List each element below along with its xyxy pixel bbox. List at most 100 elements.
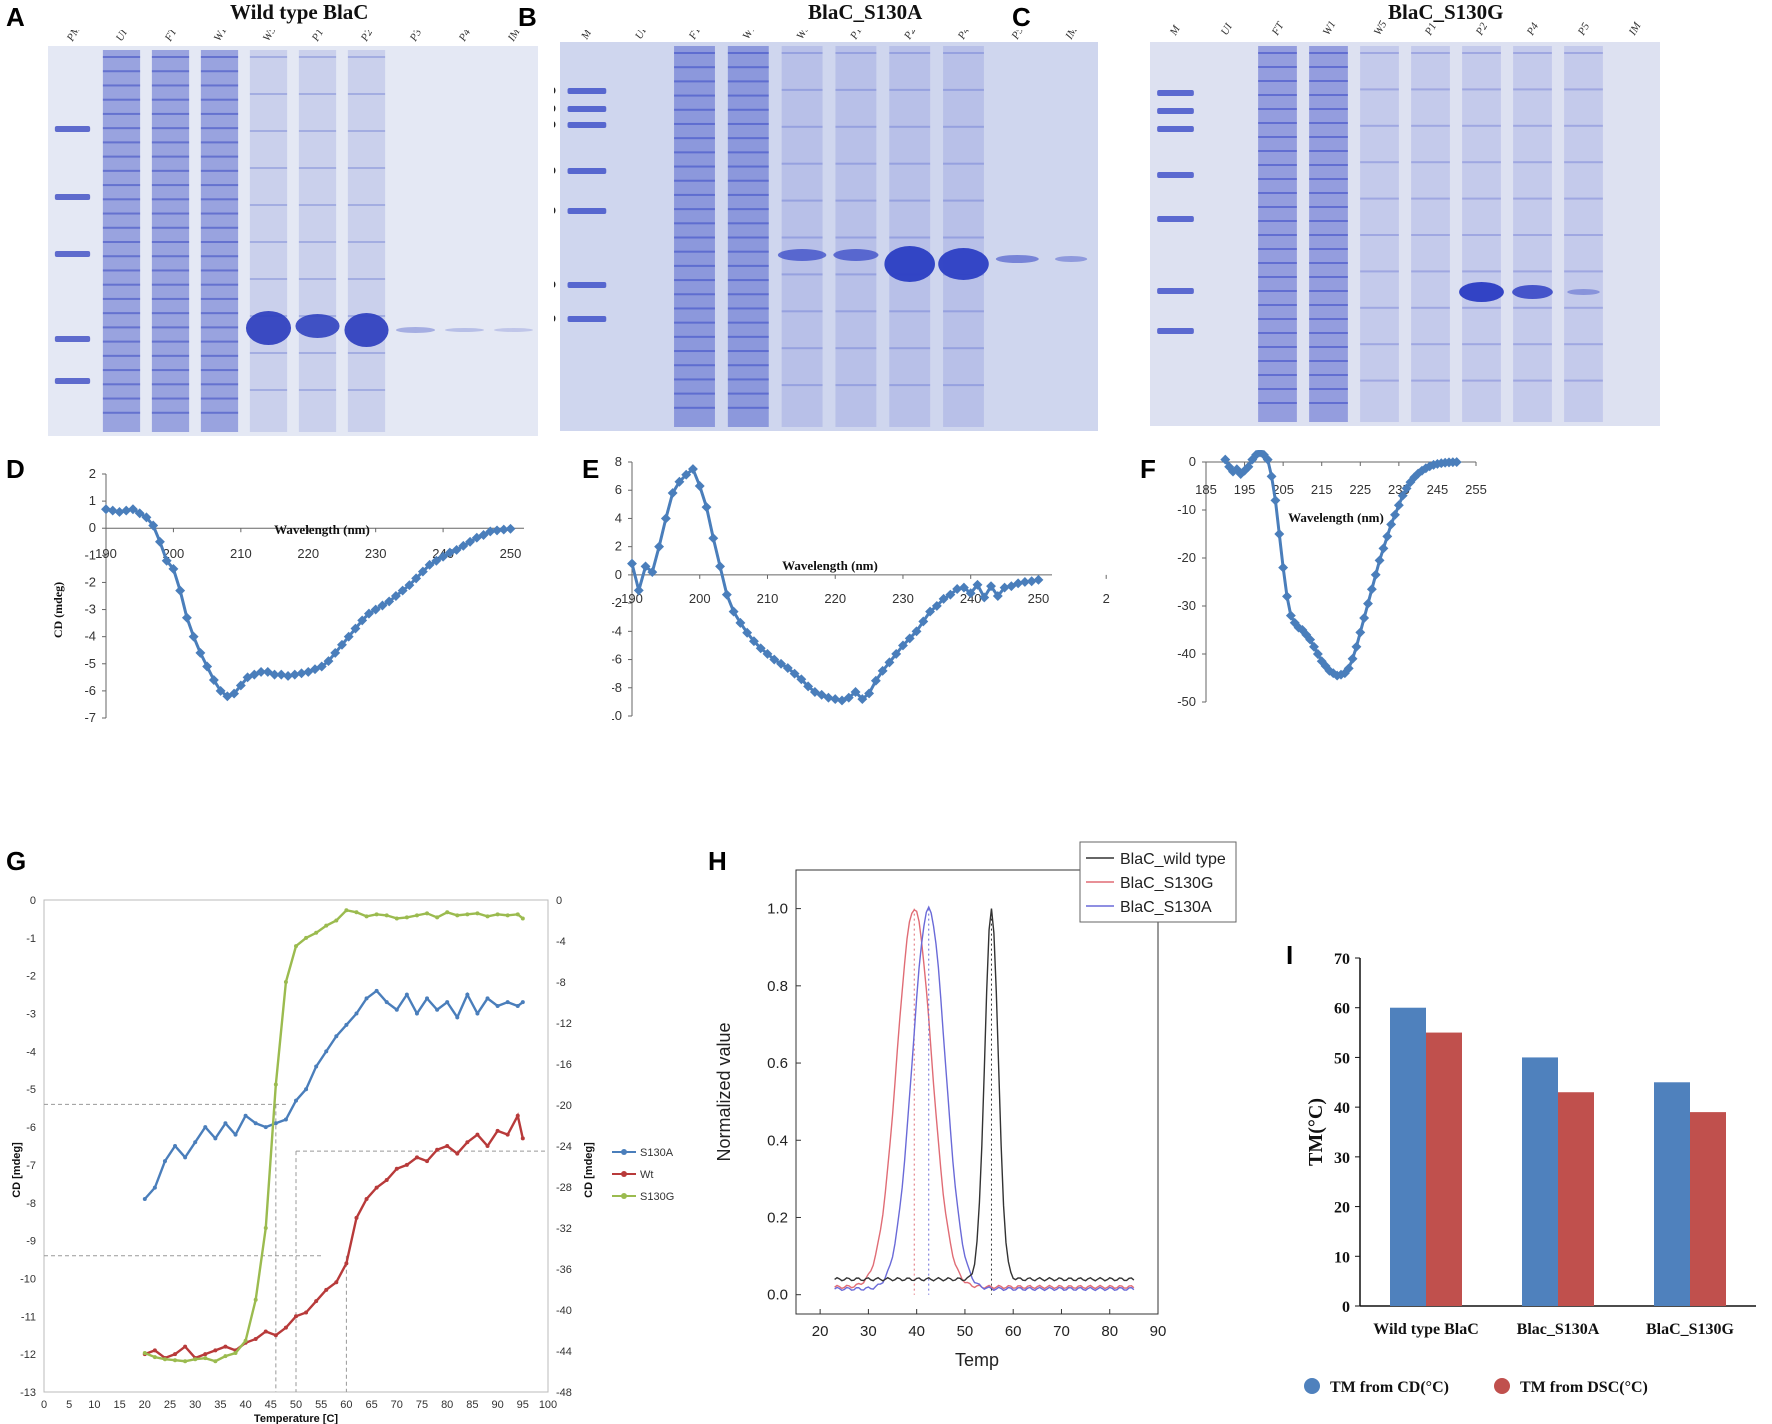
data-point-s130g bbox=[425, 911, 430, 916]
data-point-s130a bbox=[314, 1064, 319, 1069]
cd-data-point bbox=[958, 582, 969, 593]
lane-band-line bbox=[1309, 122, 1348, 124]
lane-band-line bbox=[200, 184, 239, 187]
lane-label: IM bbox=[1063, 30, 1081, 42]
lane-band-line bbox=[781, 273, 823, 276]
marker-band bbox=[1157, 108, 1194, 114]
x-tick-label: 225 bbox=[1349, 482, 1371, 497]
data-point-s130g bbox=[203, 1356, 208, 1361]
x-tick-label: 90 bbox=[1150, 1323, 1167, 1340]
tm-bar-chart: 0 10 20 30 40 50 60 70 TM(°C) Wild type BlaC Blac_… bbox=[1304, 951, 1756, 1396]
lane-band-line bbox=[347, 278, 386, 280]
x-tick-label: 80 bbox=[441, 1399, 453, 1411]
lane-band-line bbox=[102, 312, 141, 315]
lane-band-line bbox=[889, 347, 931, 350]
cd-data-point bbox=[803, 681, 814, 692]
series-line-wt bbox=[144, 1112, 524, 1360]
x-tick-label: 35 bbox=[214, 1399, 226, 1411]
cd-data-point bbox=[195, 647, 206, 658]
data-point-wt bbox=[485, 1144, 490, 1148]
lane-band-line bbox=[674, 108, 715, 111]
lane-label: P2 bbox=[1473, 20, 1490, 38]
lane-band-line bbox=[1513, 52, 1552, 54]
lane-band-line bbox=[674, 179, 715, 182]
data-point-s130a bbox=[152, 1185, 157, 1190]
data-point-s130g bbox=[283, 980, 288, 984]
lane-label: P4 bbox=[955, 30, 972, 42]
lane-band-line bbox=[298, 56, 337, 58]
lane-band-line bbox=[835, 52, 877, 54]
cd-data-point bbox=[1359, 613, 1370, 623]
lane-band-line bbox=[1309, 304, 1348, 306]
protein-band bbox=[777, 249, 827, 261]
data-point-s130g bbox=[294, 944, 298, 949]
lane-label: W5 bbox=[1372, 20, 1390, 38]
protein-band bbox=[493, 328, 534, 332]
lane-band-line bbox=[151, 226, 190, 229]
cd-data-point bbox=[390, 591, 401, 601]
lane-band-line bbox=[727, 307, 769, 310]
protein-band bbox=[884, 246, 935, 282]
lane-label: W1 bbox=[1321, 20, 1339, 38]
lane-band-line bbox=[674, 94, 715, 97]
data-point-wt bbox=[445, 1144, 450, 1148]
lane-label: UI bbox=[1219, 20, 1236, 37]
x-tick-label: 80 bbox=[1101, 1323, 1118, 1340]
lane-band-line bbox=[835, 88, 877, 91]
cd-data-point bbox=[154, 536, 165, 547]
x-tick-label: 190 bbox=[95, 546, 117, 561]
lane-band-line bbox=[1564, 379, 1603, 382]
y-tick-label: -6 bbox=[612, 652, 622, 667]
data-point-s130a bbox=[445, 1000, 450, 1005]
lane-band-line bbox=[298, 130, 337, 132]
y-tick-label: -3 bbox=[84, 602, 96, 617]
x-tick-label: 95 bbox=[517, 1399, 529, 1411]
lane-band-line bbox=[674, 392, 715, 395]
y-left-tick-label: -2 bbox=[26, 971, 36, 983]
gel-title-c: BlaC_S130G bbox=[1388, 0, 1504, 24]
panel-label-h: H bbox=[708, 846, 727, 876]
legend-label: S130A bbox=[640, 1147, 674, 1159]
lane-smear bbox=[347, 50, 386, 432]
lane-band-line bbox=[200, 283, 239, 286]
x-tick-label: 55 bbox=[315, 1399, 327, 1411]
lane-band-line bbox=[781, 310, 823, 313]
legend-marker bbox=[621, 1171, 627, 1177]
marker-band bbox=[567, 88, 607, 94]
lane-band-line bbox=[102, 169, 141, 172]
lane-band-line bbox=[1462, 124, 1501, 127]
lane-band-line bbox=[1309, 234, 1348, 236]
legend-marker bbox=[1494, 1378, 1510, 1394]
x-tick-label: 245 bbox=[1427, 482, 1449, 497]
y-tick-label: 2 bbox=[89, 466, 96, 481]
lane-band-line bbox=[200, 141, 239, 144]
marker-band bbox=[567, 168, 607, 174]
lane-band-line bbox=[674, 137, 715, 140]
lane-band-line bbox=[727, 279, 769, 282]
y-tick-label: 30 bbox=[1334, 1150, 1350, 1167]
legend-marker bbox=[621, 1149, 627, 1155]
lane-band-line bbox=[102, 397, 141, 400]
data-point-s130a bbox=[203, 1125, 208, 1130]
lane-band-line bbox=[1513, 234, 1552, 236]
cd-data-point bbox=[1013, 578, 1024, 589]
data-point-s130g bbox=[263, 1226, 268, 1230]
x-tick-label: 205 bbox=[1272, 482, 1294, 497]
lane-band-line bbox=[151, 326, 190, 329]
cd-data-point bbox=[925, 606, 936, 617]
x-axis-title: Wavelength (nm) bbox=[274, 522, 370, 537]
cd-data-point bbox=[1351, 641, 1362, 652]
lane-band-line bbox=[249, 56, 288, 58]
lane-band-line bbox=[151, 127, 190, 130]
lane-band-line bbox=[1309, 66, 1348, 68]
panel-label-g: G bbox=[6, 846, 27, 876]
lane-band-line bbox=[151, 369, 190, 372]
lane-band-line bbox=[1309, 206, 1348, 208]
y-tick-label: 6 bbox=[615, 482, 622, 497]
cd-data-point bbox=[850, 687, 861, 697]
lane-label: W5 bbox=[794, 30, 812, 42]
panel-label-a: A bbox=[6, 2, 25, 32]
data-point-s130g bbox=[243, 1338, 248, 1343]
marker-band bbox=[567, 316, 607, 322]
cd-data-point bbox=[1378, 543, 1389, 554]
